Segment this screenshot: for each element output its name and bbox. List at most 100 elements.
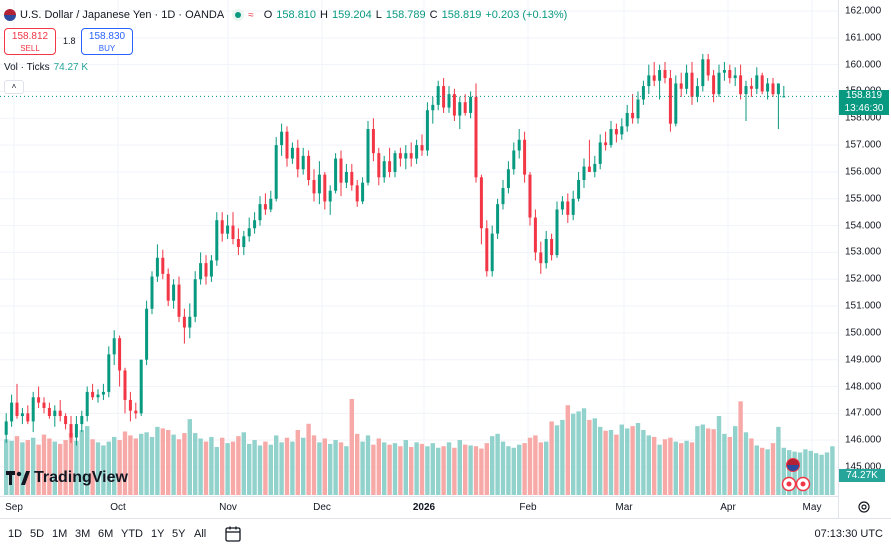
range-ytd-button[interactable]: YTD bbox=[121, 528, 143, 540]
time-tick-label: Mar bbox=[615, 502, 633, 513]
range-1d-button[interactable]: 1D bbox=[8, 528, 23, 540]
symbol-title[interactable]: U.S. Dollar / Japanese Yen · 1D · OANDA bbox=[20, 9, 225, 21]
calendar-icon[interactable] bbox=[224, 525, 242, 543]
collapse-legend-button[interactable]: ˄ bbox=[4, 80, 24, 94]
candle bbox=[598, 134, 602, 170]
volume-bar bbox=[803, 449, 808, 495]
volume-bar bbox=[214, 447, 219, 495]
volume-bar bbox=[824, 452, 830, 495]
candle-body bbox=[749, 86, 753, 89]
last-price-label: 158.819 bbox=[839, 90, 889, 103]
range-1y-button[interactable]: 1Y bbox=[151, 528, 165, 540]
volume-bar bbox=[722, 433, 727, 495]
volume-bar bbox=[122, 431, 128, 495]
volume-bar bbox=[301, 437, 306, 495]
candle bbox=[37, 386, 41, 408]
candle bbox=[463, 94, 467, 116]
economic-event-flag-icon[interactable] bbox=[786, 458, 800, 472]
volume-bar bbox=[517, 444, 522, 495]
candle-body bbox=[712, 75, 716, 95]
volume-legend[interactable]: Vol · Ticks 74.27 K bbox=[4, 62, 88, 73]
candle bbox=[625, 104, 629, 132]
candle bbox=[604, 131, 608, 151]
volume-bar bbox=[571, 413, 576, 495]
range-1m-button[interactable]: 1M bbox=[52, 528, 68, 540]
candle-body bbox=[587, 166, 591, 172]
candle bbox=[582, 158, 586, 189]
volume-bar bbox=[592, 418, 597, 495]
range-5d-button[interactable]: 5D bbox=[30, 528, 45, 540]
range-5y-button[interactable]: 5Y bbox=[172, 528, 186, 540]
candle bbox=[96, 389, 100, 403]
candle-body bbox=[625, 112, 629, 127]
volume-bar bbox=[274, 435, 279, 495]
volume-bar bbox=[554, 425, 560, 495]
candle bbox=[85, 386, 89, 422]
settings-gear-icon[interactable] bbox=[857, 500, 871, 514]
candle bbox=[609, 120, 613, 148]
candle bbox=[614, 123, 618, 143]
link-icon[interactable]: ≈ bbox=[248, 9, 254, 21]
candle bbox=[674, 75, 678, 127]
tradingview-logo[interactable]: TradingView bbox=[6, 469, 128, 487]
candle bbox=[188, 303, 192, 339]
volume-bar bbox=[770, 443, 776, 495]
candle bbox=[263, 193, 267, 215]
buy-button[interactable]: 158.830 BUY bbox=[81, 28, 133, 55]
range-6m-button[interactable]: 6M bbox=[98, 528, 114, 540]
volume-bar bbox=[387, 444, 392, 495]
candle bbox=[755, 67, 759, 95]
candle-body bbox=[80, 416, 84, 425]
candle-body bbox=[701, 59, 705, 87]
candle bbox=[361, 177, 365, 205]
volume-bar bbox=[576, 411, 581, 495]
candle bbox=[728, 64, 732, 84]
volume-bar bbox=[203, 441, 209, 495]
range-3m-button[interactable]: 3M bbox=[75, 528, 91, 540]
volume-bar bbox=[85, 426, 90, 495]
candle-body bbox=[193, 279, 197, 317]
candle-body bbox=[685, 72, 689, 89]
sell-label: SELL bbox=[20, 44, 40, 53]
time-tick-label: Sep bbox=[5, 502, 23, 513]
candle bbox=[269, 190, 273, 213]
volume-bar bbox=[652, 436, 657, 495]
candle-body bbox=[161, 257, 165, 274]
candle bbox=[533, 209, 537, 261]
volume-bar bbox=[176, 439, 182, 495]
volume-bar bbox=[371, 444, 376, 495]
volume-bar bbox=[479, 448, 484, 495]
time-tick-label: Feb bbox=[519, 502, 537, 513]
candle-body bbox=[452, 94, 456, 116]
candle-body bbox=[312, 179, 316, 194]
candle-body bbox=[53, 410, 57, 417]
sell-button[interactable]: 158.812 SELL bbox=[4, 28, 56, 55]
candle bbox=[447, 86, 451, 113]
candle bbox=[415, 139, 419, 164]
time-tick-label: 2026 bbox=[412, 502, 436, 513]
candle-body bbox=[361, 182, 365, 202]
utc-clock[interactable]: 07:13:30 UTC bbox=[814, 528, 883, 540]
candle bbox=[409, 142, 413, 167]
volume-bar bbox=[792, 451, 797, 495]
candle-body bbox=[636, 99, 640, 119]
volume-bar bbox=[749, 438, 754, 495]
volume-bar bbox=[706, 428, 711, 495]
volume-bar bbox=[247, 443, 252, 495]
candle-body bbox=[479, 177, 483, 229]
candle-body bbox=[782, 96, 786, 98]
event-markers-icon[interactable] bbox=[781, 476, 813, 492]
volume-bar bbox=[630, 426, 635, 495]
price-chart[interactable] bbox=[0, 0, 838, 518]
chart-area[interactable] bbox=[0, 0, 838, 518]
volume-bar bbox=[684, 440, 689, 495]
candle bbox=[631, 94, 635, 124]
time-axis[interactable]: Sep Oct Nov Dec 2026 Feb Mar Apr May bbox=[0, 496, 838, 518]
symbol-legend[interactable]: U.S. Dollar / Japanese Yen · 1D · OANDA … bbox=[4, 6, 567, 24]
volume-bar bbox=[441, 446, 446, 495]
volume-bar bbox=[679, 443, 684, 495]
price-axis[interactable]: 162.000161.000160.000159.000158.000157.0… bbox=[838, 0, 891, 518]
range-all-button[interactable]: All bbox=[194, 528, 207, 540]
close-value: 158.819 bbox=[441, 9, 482, 21]
market-open-status-icon[interactable] bbox=[232, 9, 245, 21]
